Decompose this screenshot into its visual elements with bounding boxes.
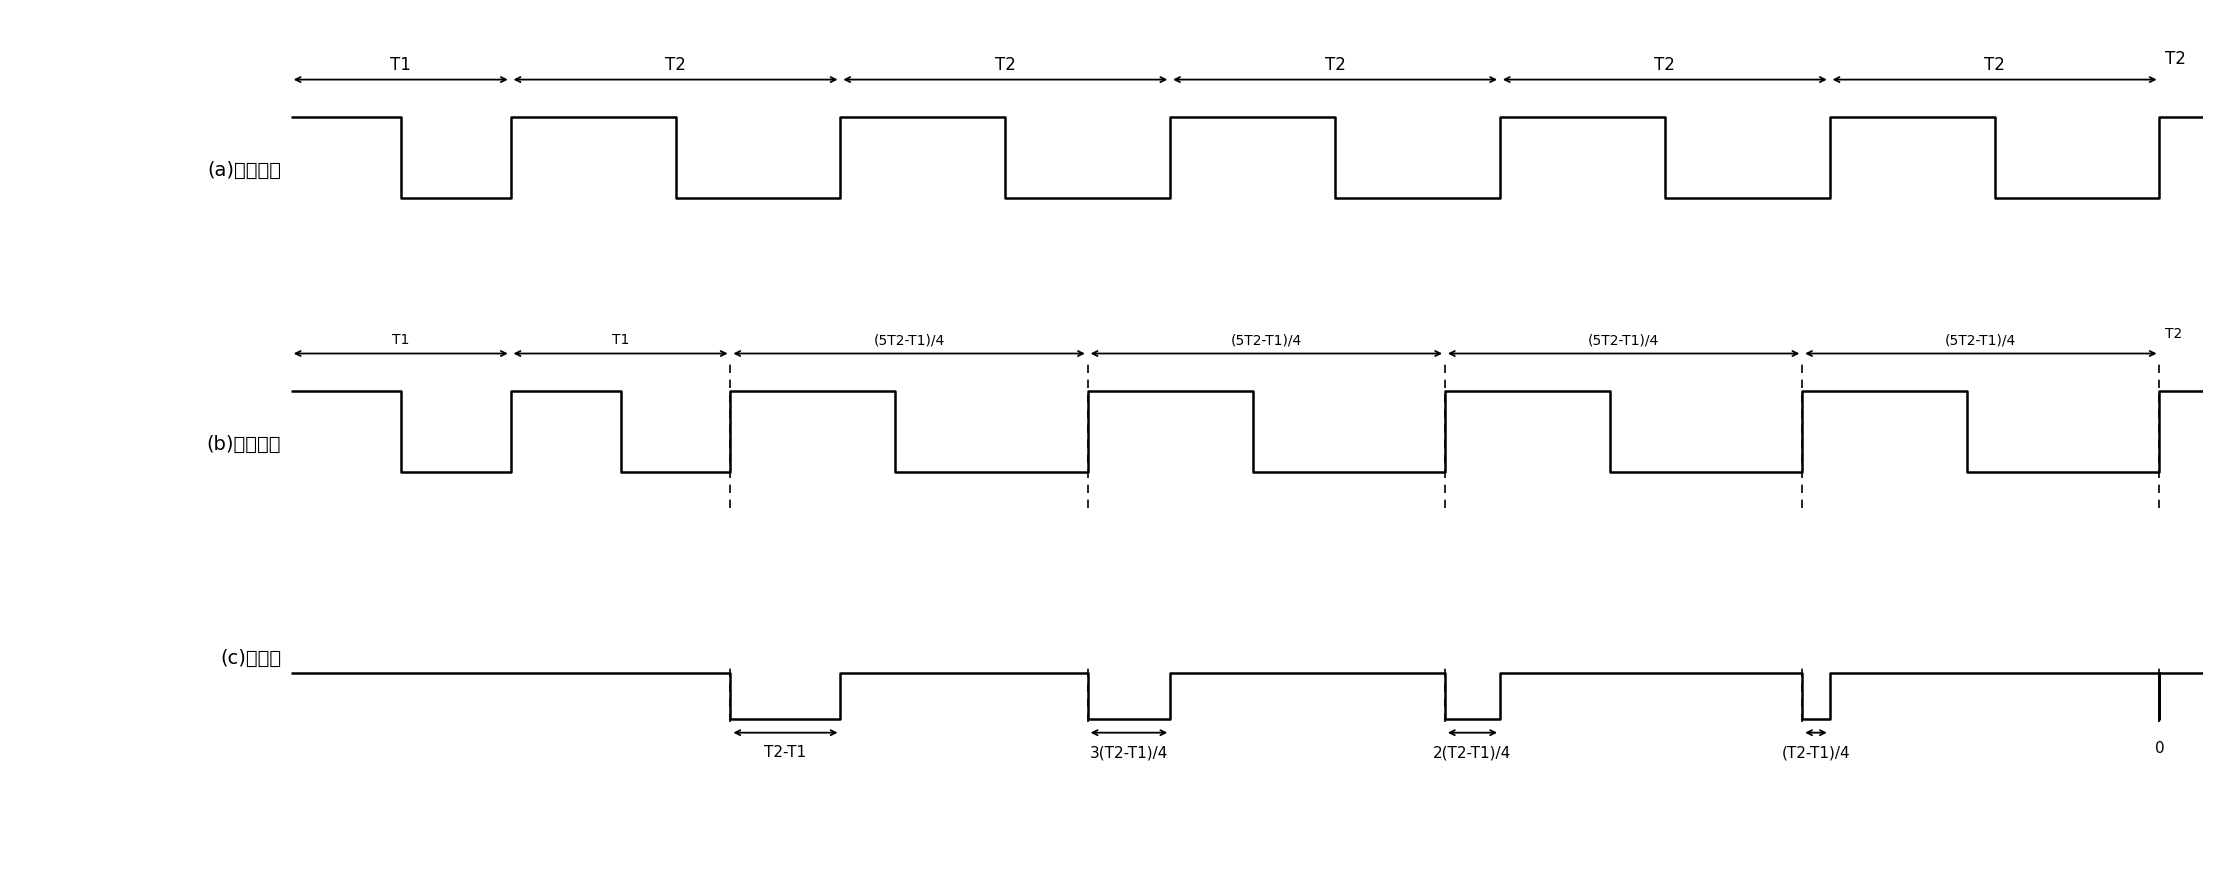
Text: T2: T2 — [1324, 56, 1344, 73]
Text: T2: T2 — [1655, 56, 1676, 73]
Text: T2: T2 — [1984, 56, 2004, 73]
Text: T2: T2 — [2165, 50, 2186, 67]
Text: T1: T1 — [389, 56, 412, 73]
Text: 0: 0 — [2154, 741, 2163, 756]
Text: (5T2-T1)/4: (5T2-T1)/4 — [1588, 333, 1660, 347]
Text: T1: T1 — [613, 333, 629, 347]
Text: T2: T2 — [2165, 327, 2183, 341]
Text: T2-T1: T2-T1 — [765, 746, 808, 760]
Text: (5T2-T1)/4: (5T2-T1)/4 — [1230, 333, 1302, 347]
Text: (T2-T1)/4: (T2-T1)/4 — [1781, 746, 1850, 760]
Text: (c)相位差: (c)相位差 — [219, 649, 282, 668]
Text: T2: T2 — [995, 56, 1016, 73]
Text: (a)谐振信号: (a)谐振信号 — [208, 162, 282, 180]
Text: 2(T2-T1)/4: 2(T2-T1)/4 — [1434, 746, 1512, 760]
Text: (b)输出信号: (b)输出信号 — [206, 435, 282, 454]
Text: (5T2-T1)/4: (5T2-T1)/4 — [1946, 333, 2016, 347]
Text: 3(T2-T1)/4: 3(T2-T1)/4 — [1089, 746, 1168, 760]
Text: T1: T1 — [391, 333, 409, 347]
Text: (5T2-T1)/4: (5T2-T1)/4 — [872, 333, 944, 347]
Text: T2: T2 — [664, 56, 687, 73]
